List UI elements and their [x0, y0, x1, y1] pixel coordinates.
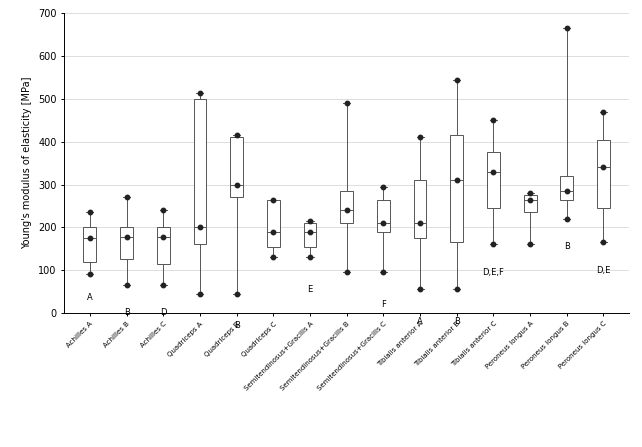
- FancyBboxPatch shape: [157, 228, 169, 264]
- FancyBboxPatch shape: [450, 135, 463, 242]
- Text: A: A: [87, 293, 92, 303]
- FancyBboxPatch shape: [560, 176, 573, 199]
- FancyBboxPatch shape: [83, 228, 96, 261]
- Text: D,E,F: D,E,F: [483, 268, 505, 277]
- Text: B: B: [234, 321, 239, 330]
- FancyBboxPatch shape: [120, 228, 133, 259]
- FancyBboxPatch shape: [267, 199, 280, 247]
- FancyBboxPatch shape: [597, 139, 610, 208]
- Text: F: F: [381, 300, 386, 309]
- Text: E: E: [308, 285, 313, 294]
- Text: D: D: [160, 308, 166, 317]
- FancyBboxPatch shape: [193, 99, 206, 245]
- FancyBboxPatch shape: [377, 199, 390, 232]
- Text: B: B: [124, 308, 130, 317]
- FancyBboxPatch shape: [524, 195, 537, 212]
- FancyBboxPatch shape: [487, 152, 500, 208]
- FancyBboxPatch shape: [230, 138, 243, 198]
- Text: B: B: [564, 242, 569, 251]
- Text: A: A: [417, 317, 423, 326]
- Text: B: B: [454, 317, 460, 326]
- Text: D,E: D,E: [596, 266, 611, 274]
- FancyBboxPatch shape: [413, 180, 426, 238]
- Y-axis label: Young's modulus of elasticity [MPa]: Young's modulus of elasticity [MPa]: [22, 77, 33, 249]
- FancyBboxPatch shape: [304, 223, 317, 247]
- FancyBboxPatch shape: [340, 191, 353, 223]
